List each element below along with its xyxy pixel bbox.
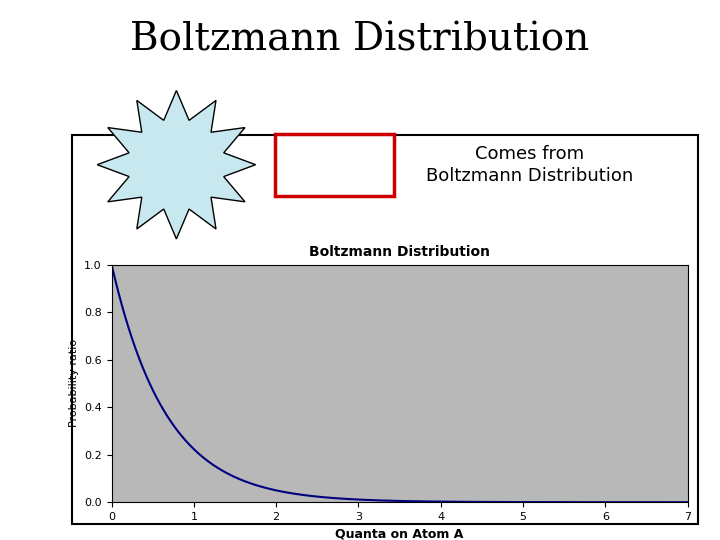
Text: Boltzmann Distribution: Boltzmann Distribution [130, 22, 590, 59]
X-axis label: Quanta on Atom A: Quanta on Atom A [336, 528, 464, 540]
Text: IDEAL
GAS
LAW!: IDEAL GAS LAW! [151, 135, 202, 184]
Y-axis label: Probability ratio: Probability ratio [68, 339, 78, 428]
Text: $P = nkT$: $P = nkT$ [295, 154, 374, 175]
Text: Comes from
Boltzmann Distribution: Comes from Boltzmann Distribution [426, 145, 633, 185]
Title: Boltzmann Distribution: Boltzmann Distribution [309, 245, 490, 259]
